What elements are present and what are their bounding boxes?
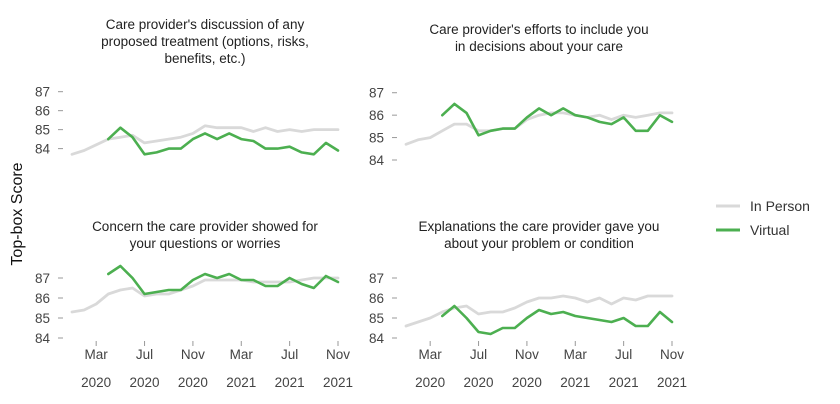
series-line-virtual — [107, 126, 340, 156]
y-tick-label: 85 — [369, 131, 384, 146]
panel-title-line: benefits, etc.) — [164, 51, 245, 66]
y-tick-label: 86 — [35, 291, 50, 306]
panel-title-line: your questions or worries — [130, 236, 281, 251]
x-tick-month: Jul — [281, 347, 298, 362]
series-line-virtual — [441, 102, 674, 137]
panels: Care provider's discussion of any propose… — [35, 17, 687, 390]
panel-title-line: Care provider's efforts to include you — [429, 22, 648, 37]
x-tick-year: 2020 — [415, 375, 445, 390]
y-tick-label: 87 — [369, 271, 384, 286]
x-tick-year: 2020 — [81, 375, 111, 390]
x-tick-month: Nov — [515, 347, 539, 362]
y-axis-label: Top-box Score — [9, 162, 26, 265]
panel-title-line: Care provider's discussion of any — [106, 17, 305, 32]
y-tick-label: 85 — [35, 123, 50, 138]
y-tick-label: 84 — [369, 331, 385, 346]
series-line-in-person — [70, 124, 340, 156]
panel-3: Concern the care provider showed for your… — [35, 219, 353, 390]
legend: In Person Virtual — [716, 198, 810, 238]
y-tick-label: 87 — [35, 271, 50, 286]
panel-title-line: in decisions about your care — [455, 39, 623, 54]
x-tick-year: 2020 — [178, 375, 208, 390]
x-tick-year: 2020 — [464, 375, 494, 390]
panel-title-line: about your problem or condition — [444, 236, 634, 251]
panel-title-line: proposed treatment (options, risks, — [101, 34, 309, 49]
y-tick-label: 85 — [369, 311, 384, 326]
x-tick-month: Mar — [564, 347, 588, 362]
x-tick-year: 2021 — [560, 375, 590, 390]
y-tick-label: 86 — [369, 108, 384, 123]
y-tick-label: 87 — [35, 85, 50, 100]
y-tick-label: 84 — [35, 331, 51, 346]
series-line-virtual — [107, 264, 340, 296]
x-tick-year: 2020 — [130, 375, 160, 390]
x-tick-month: Nov — [181, 347, 205, 362]
y-tick-label: 86 — [35, 104, 50, 119]
x-tick-year: 2020 — [512, 375, 542, 390]
x-tick-month: Jul — [136, 347, 153, 362]
x-tick-year: 2021 — [323, 375, 353, 390]
y-tick-label: 84 — [369, 153, 385, 168]
x-tick-year: 2021 — [609, 375, 639, 390]
x-tick-month: Nov — [660, 347, 684, 362]
x-tick-year: 2021 — [226, 375, 256, 390]
x-tick-month: Mar — [419, 347, 443, 362]
x-tick-month: Nov — [326, 347, 350, 362]
x-tick-year: 2021 — [657, 375, 687, 390]
panel-title-line: Explanations the care provider gave you — [419, 219, 660, 234]
y-tick-label: 84 — [35, 142, 51, 157]
legend-label: In Person — [750, 198, 810, 214]
legend-label: Virtual — [750, 222, 789, 238]
panel-4: Explanations the care provider gave you a… — [369, 219, 687, 390]
x-tick-month: Mar — [85, 347, 109, 362]
x-tick-month: Jul — [470, 347, 487, 362]
x-tick-month: Jul — [615, 347, 632, 362]
x-tick-month: Mar — [230, 347, 254, 362]
panel-title-line: Concern the care provider showed for — [92, 219, 318, 234]
y-tick-label: 85 — [35, 311, 50, 326]
panel-2: Care provider's efforts to include you in… — [369, 22, 674, 168]
series-line-virtual — [441, 304, 674, 336]
y-tick-label: 86 — [369, 291, 384, 306]
series-line-in-person — [404, 111, 674, 146]
x-tick-year: 2021 — [275, 375, 305, 390]
panel-1: Care provider's discussion of any propose… — [35, 17, 340, 157]
y-tick-label: 87 — [369, 86, 384, 101]
